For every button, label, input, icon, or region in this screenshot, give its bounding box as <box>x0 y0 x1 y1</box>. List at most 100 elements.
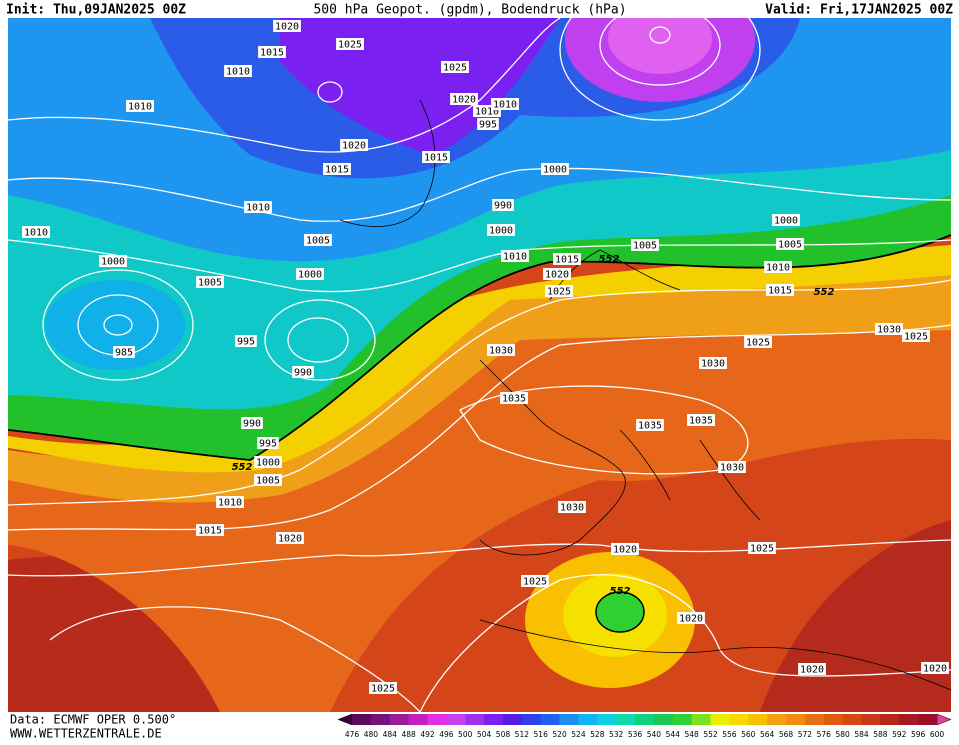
colorbar-cell <box>899 714 919 725</box>
isobar-label: 1025 <box>750 544 774 555</box>
isobar-label: 1025 <box>904 332 928 343</box>
colorbar-label: 544 <box>666 730 681 739</box>
colorbar: 476 480 484 488 492 496 500 504 508 512 516 520 524 5… <box>337 713 952 739</box>
isobar-label-box <box>441 61 469 73</box>
colorbar-cell <box>389 714 409 725</box>
isobar-label: 1010 <box>766 263 790 274</box>
isobar-label: 1035 <box>689 416 713 427</box>
isobar-label: 1005 <box>256 476 280 487</box>
colorbar-label: 560 <box>741 730 756 739</box>
colorbar-cell <box>616 714 636 725</box>
colorbar-cell <box>465 714 485 725</box>
colorbar-cell <box>842 714 862 725</box>
isobar-label-box <box>500 392 528 404</box>
isobar-label-box <box>766 284 794 296</box>
isobar-label: 1025 <box>443 63 467 74</box>
isobar-label: 1005 <box>306 236 330 247</box>
isobar-label: 1020 <box>342 141 366 152</box>
data-source: Data: ECMWF OPER 0.500° <box>10 713 176 727</box>
isobar-label: 1010 <box>226 67 250 78</box>
isobar-label: 1020 <box>452 95 476 106</box>
isobar-label-box <box>276 532 304 544</box>
colorbar-label: 520 <box>552 730 567 739</box>
isobar-label: 990 <box>243 419 261 430</box>
height-label: 552 <box>814 287 835 298</box>
colorbar-label: 588 <box>873 730 888 739</box>
colorbar-label: 508 <box>496 730 511 739</box>
website: WWW.WETTERZENTRALE.DE <box>10 727 162 741</box>
colorbar-label: 564 <box>760 730 775 739</box>
colorbar-cell <box>729 714 749 725</box>
isobar-label-box <box>273 20 301 32</box>
colorbar-cell <box>427 714 447 725</box>
colorbar-label: 480 <box>364 730 379 739</box>
isobar-label: 1000 <box>101 257 125 268</box>
colorbar-cell <box>635 714 655 725</box>
isobar-label-box <box>553 253 581 265</box>
colorbar-cell <box>559 714 579 725</box>
colorbar-label: 476 <box>345 730 360 739</box>
isobar-label: 1020 <box>613 545 637 556</box>
isobar-label-box <box>477 118 499 130</box>
colorbar-label: 516 <box>534 730 549 739</box>
isobar-label-box <box>254 456 282 468</box>
isobar-label: 1035 <box>638 421 662 432</box>
colorbar-label: 584 <box>854 730 869 739</box>
isobar-label: 1020 <box>923 664 947 675</box>
isobar-label-box <box>323 163 351 175</box>
colorbar-label: 484 <box>383 730 398 739</box>
isobar-label-box <box>611 543 639 555</box>
isobar-label-box <box>304 234 332 246</box>
colorbar-cell <box>767 714 787 725</box>
isobar-label: 1015 <box>198 526 222 537</box>
isobar-label: 1020 <box>545 270 569 281</box>
isobar-label: 1035 <box>502 394 526 405</box>
colorbar-label: 488 <box>401 730 416 739</box>
isobar-label: 1005 <box>778 240 802 251</box>
isobar-label: 1020 <box>679 614 703 625</box>
height-label: 552 <box>232 462 253 473</box>
colorbar-label: 524 <box>571 730 586 739</box>
colorbar-label: 512 <box>515 730 530 739</box>
colorbar-cell <box>710 714 730 725</box>
isobar-label: 995 <box>237 337 255 348</box>
isobar-label: 1030 <box>701 359 725 370</box>
isobar-label: 1030 <box>560 503 584 514</box>
isobar-label-box <box>543 268 571 280</box>
isobar-label: 1030 <box>720 463 744 474</box>
colorbar-label: 596 <box>911 730 926 739</box>
isobar-label-box <box>292 366 314 378</box>
isobar-label-box <box>422 151 450 163</box>
colorbar-cell <box>502 714 523 725</box>
colorbar-label: 540 <box>647 730 662 739</box>
isobar-label-box <box>216 496 244 508</box>
isobar-label-box <box>450 93 478 105</box>
colorbar-cell <box>748 714 768 725</box>
colorbar-cell <box>823 714 843 725</box>
isobar-label-box <box>699 357 727 369</box>
colorbar-cell <box>691 714 711 725</box>
isobar-label: 1025 <box>547 287 571 298</box>
isobar-label: 1010 <box>246 203 270 214</box>
colorbar-label: 576 <box>817 730 832 739</box>
colorbar-cell <box>880 714 900 725</box>
isobar-label: 1025 <box>338 40 362 51</box>
colorbar-label: 568 <box>779 730 794 739</box>
isobar-label: 1000 <box>298 270 322 281</box>
colorbar-label: 500 <box>458 730 473 739</box>
colorbar-cell <box>804 714 825 725</box>
isobar-label-box <box>113 346 135 358</box>
isobar-label-box <box>631 239 659 251</box>
isobar-label-box <box>336 38 364 50</box>
colorbar-cell <box>446 714 466 725</box>
isobar-label: 1000 <box>489 226 513 237</box>
isobar-label: 1000 <box>256 458 280 469</box>
colorbar-cell <box>370 714 391 725</box>
colorbar-cell <box>918 714 938 725</box>
colorbar-cell <box>786 714 806 725</box>
isobar-label: 1010 <box>503 252 527 263</box>
isobar-label: 1010 <box>475 107 499 118</box>
isobar-label-box <box>492 199 514 211</box>
isobar-label-box <box>224 65 252 77</box>
